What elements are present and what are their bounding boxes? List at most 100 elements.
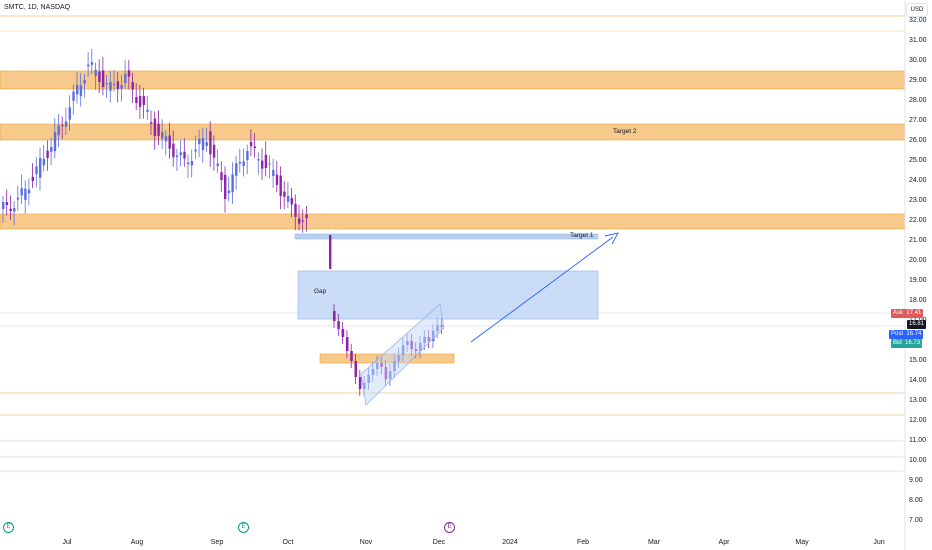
candle-body bbox=[150, 122, 153, 124]
candle-body bbox=[138, 96, 142, 107]
time-tick-label: Sep bbox=[210, 539, 224, 546]
upcoming-earnings-icon[interactable]: E bbox=[444, 522, 455, 533]
price-tick-label: 15.00 bbox=[909, 357, 927, 364]
price-tick-label: 25.00 bbox=[909, 157, 927, 164]
candle-body bbox=[164, 136, 168, 142]
candle-body bbox=[94, 69, 97, 76]
candle-body bbox=[275, 174, 279, 185]
time-tick-label: Mar bbox=[647, 539, 661, 546]
candle-body bbox=[35, 166, 38, 175]
candle-body bbox=[238, 161, 242, 164]
price-tick-label: 32.00 bbox=[909, 17, 927, 24]
last-price-tag: 16.81 bbox=[907, 320, 927, 329]
time-tick-label: Nov bbox=[359, 539, 373, 546]
candle-body bbox=[354, 361, 358, 377]
candle-body bbox=[27, 189, 31, 194]
candle-body bbox=[72, 91, 75, 101]
candle-body bbox=[131, 82, 134, 90]
price-tick-label: 19.00 bbox=[909, 277, 927, 284]
candle-body bbox=[127, 70, 131, 77]
candle-body bbox=[105, 83, 108, 85]
arrow-head-icon bbox=[604, 232, 619, 245]
bid-label: Bid bbox=[893, 340, 902, 346]
candle-body bbox=[187, 162, 190, 165]
candle-body bbox=[142, 96, 145, 105]
price-tick-label: 23.00 bbox=[909, 197, 927, 204]
candle-body bbox=[205, 142, 208, 147]
candle-body bbox=[337, 321, 340, 329]
symbol-title[interactable]: SMTC, 1D, NASDAQ bbox=[4, 4, 71, 11]
gap-zone bbox=[297, 270, 599, 320]
price-tick-label: 8.00 bbox=[909, 497, 923, 504]
candle-body bbox=[333, 311, 336, 321]
time-tick-label: Oct bbox=[282, 539, 294, 546]
candle-body bbox=[212, 144, 216, 158]
candle-body bbox=[161, 131, 164, 139]
price-tick-label: 7.00 bbox=[909, 517, 923, 524]
candle-body bbox=[227, 190, 231, 194]
candle-body bbox=[42, 158, 46, 166]
candle-body bbox=[257, 159, 260, 161]
candle-body bbox=[341, 329, 345, 337]
earnings-event-icon[interactable]: E bbox=[3, 522, 14, 533]
post-label: Post bbox=[891, 331, 904, 337]
candle-body bbox=[101, 70, 105, 87]
candle-body bbox=[294, 204, 297, 217]
price-tick-label: 13.00 bbox=[909, 397, 927, 404]
candle-body bbox=[157, 123, 160, 136]
candle-body bbox=[168, 135, 171, 149]
time-tick-label: Dec bbox=[432, 539, 446, 546]
time-tick-label: Feb bbox=[576, 539, 590, 546]
time-tick-label: Jun bbox=[873, 539, 885, 546]
supply-demand-zones[interactable] bbox=[0, 70, 906, 364]
candle-body bbox=[358, 377, 362, 389]
candle-body bbox=[76, 85, 79, 95]
price-tick-label: 26.00 bbox=[909, 137, 927, 144]
price-tick-label: 28.00 bbox=[909, 97, 927, 104]
candle-body bbox=[5, 202, 9, 206]
candle-body bbox=[220, 172, 223, 180]
price-tick-label: 10.00 bbox=[909, 457, 927, 464]
candle-body bbox=[305, 214, 308, 219]
target-2-zone bbox=[0, 123, 906, 141]
candle-body bbox=[264, 154, 268, 168]
candle-body bbox=[231, 174, 234, 193]
price-tick-label: 20.00 bbox=[909, 257, 927, 264]
candle-body bbox=[109, 82, 112, 91]
candle-body bbox=[201, 138, 205, 151]
candle-body bbox=[135, 96, 138, 104]
candle-body bbox=[146, 109, 149, 112]
target-2-label: Target 2 bbox=[613, 128, 637, 135]
candle-body bbox=[286, 195, 290, 202]
candle-body bbox=[13, 208, 16, 212]
target-1-zone bbox=[294, 233, 599, 240]
price-tick-label: 18.00 bbox=[909, 297, 927, 304]
candle-body bbox=[279, 175, 282, 196]
candle-body bbox=[175, 155, 179, 158]
candle-body bbox=[194, 149, 197, 152]
earnings-event-icon[interactable]: E bbox=[238, 522, 249, 533]
candle-body bbox=[198, 138, 201, 145]
candle-body bbox=[64, 121, 68, 127]
candle-body bbox=[301, 220, 305, 222]
candle-body bbox=[16, 197, 20, 200]
ask-tag: Ask 17.41 bbox=[891, 309, 924, 318]
candle-body bbox=[224, 174, 227, 200]
price-tick-label: 22.00 bbox=[909, 217, 927, 224]
candle-body bbox=[350, 351, 353, 361]
candle-body bbox=[272, 170, 275, 176]
drawing-tools[interactable] bbox=[360, 232, 619, 406]
price-tick-label: 11.00 bbox=[909, 437, 926, 444]
price-tick-label: 12.00 bbox=[909, 417, 927, 424]
candle-body bbox=[153, 118, 157, 136]
currency-badge[interactable]: USD bbox=[906, 3, 928, 17]
target-1-label: Target 1 bbox=[570, 232, 594, 239]
ask-value: 17.41 bbox=[906, 310, 922, 316]
last-price-value: 16.81 bbox=[909, 321, 925, 327]
candle-body bbox=[120, 85, 123, 89]
candle-body bbox=[90, 62, 94, 65]
candle-body bbox=[31, 176, 34, 181]
candle-body bbox=[53, 132, 57, 152]
price-tick-label: 14.00 bbox=[909, 377, 927, 384]
